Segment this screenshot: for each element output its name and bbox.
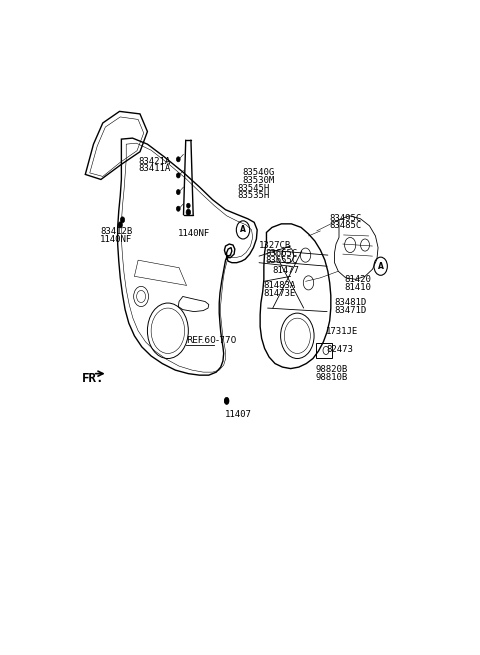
Text: A: A — [378, 262, 384, 271]
Text: 83665C: 83665C — [265, 248, 298, 257]
Text: 81473E: 81473E — [264, 289, 296, 298]
Text: 98810B: 98810B — [316, 373, 348, 382]
Text: REF.60-770: REF.60-770 — [186, 336, 237, 345]
Text: 83545H: 83545H — [238, 183, 270, 193]
Circle shape — [177, 206, 180, 212]
Circle shape — [225, 398, 229, 403]
Text: 83535H: 83535H — [238, 191, 270, 200]
Text: A: A — [240, 225, 246, 234]
Text: 81483A: 81483A — [264, 282, 296, 290]
Text: 81420: 81420 — [345, 275, 372, 284]
Text: 83655C: 83655C — [265, 256, 298, 265]
Text: 83481D: 83481D — [335, 298, 367, 307]
Text: FR.: FR. — [82, 372, 104, 385]
Circle shape — [118, 222, 122, 228]
Text: 81410: 81410 — [345, 283, 372, 292]
Circle shape — [120, 217, 125, 223]
Circle shape — [186, 203, 190, 208]
Text: 1327CB: 1327CB — [259, 241, 291, 250]
Text: 82473: 82473 — [326, 345, 353, 354]
Text: 83495C: 83495C — [330, 214, 362, 223]
Circle shape — [177, 157, 180, 162]
Text: 83540G: 83540G — [242, 168, 275, 178]
Text: 1140NF: 1140NF — [178, 229, 211, 238]
Text: 83530M: 83530M — [242, 176, 275, 185]
Text: 1140NF: 1140NF — [100, 235, 132, 244]
Circle shape — [186, 209, 191, 215]
Text: 81477: 81477 — [272, 266, 299, 275]
Text: 83411A: 83411A — [138, 164, 170, 174]
Text: 83412B: 83412B — [100, 227, 132, 236]
Text: 11407: 11407 — [225, 411, 252, 419]
Circle shape — [177, 173, 180, 178]
Text: 1731JE: 1731JE — [326, 327, 358, 336]
Circle shape — [177, 189, 180, 195]
Text: 83471D: 83471D — [335, 305, 367, 314]
Text: 83485C: 83485C — [330, 221, 362, 231]
Text: 98820B: 98820B — [316, 365, 348, 374]
Circle shape — [225, 398, 229, 404]
Text: 83421A: 83421A — [138, 157, 170, 166]
